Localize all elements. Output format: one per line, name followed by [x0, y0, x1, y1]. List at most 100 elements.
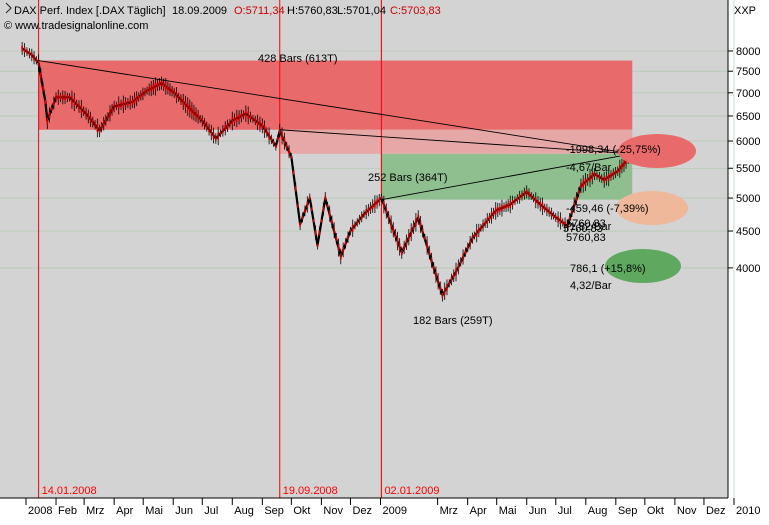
header-source: © www.tradesignalonline.com — [4, 20, 148, 32]
candle-body — [612, 171, 615, 177]
candle-body — [203, 121, 206, 127]
candle-body — [619, 165, 621, 173]
candle-body — [215, 136, 217, 141]
candle-body — [383, 200, 385, 209]
candle-body — [89, 116, 92, 123]
candle-body — [26, 49, 28, 54]
candle-body — [109, 110, 111, 117]
candle-body — [577, 190, 580, 195]
x-tick-label: Nov — [323, 505, 343, 517]
candle-body — [378, 197, 381, 203]
candle-body — [417, 214, 420, 221]
candle-body — [351, 224, 354, 232]
candle-body — [272, 141, 275, 145]
candle-body — [53, 100, 55, 106]
x-tick-label: Mrz — [440, 505, 458, 517]
candle-body — [496, 207, 499, 213]
candle-body — [212, 132, 215, 139]
candle-body — [236, 115, 238, 122]
candle-body — [405, 239, 408, 246]
x-tick-label: Feb — [58, 505, 77, 517]
candle-body — [100, 125, 103, 130]
candle-body — [607, 173, 610, 181]
candle-body — [266, 130, 268, 135]
y-tick-label: 6000 — [736, 136, 760, 148]
x-tick-label: Mrz — [86, 505, 104, 517]
candle-body — [552, 213, 555, 218]
candle-body — [400, 250, 403, 256]
candle-body — [459, 259, 462, 264]
candle-body — [120, 102, 122, 107]
trendline-3 — [381, 153, 633, 201]
candle-body — [318, 230, 321, 236]
candle-body — [107, 114, 109, 119]
badge-orange — [616, 191, 688, 225]
candle-body — [469, 240, 471, 246]
event-label-2: 19.09.2008 — [283, 485, 338, 497]
candle-body — [564, 221, 566, 227]
candle-body — [514, 199, 516, 203]
x-tick-label: Okt — [647, 505, 664, 517]
candle-body — [242, 113, 245, 117]
candle-body — [623, 160, 625, 167]
candle-body — [115, 104, 118, 108]
candle-body — [554, 215, 557, 220]
y-tick-label: 5500 — [736, 163, 760, 175]
event-label-3: 02.01.2009 — [384, 485, 439, 497]
x-tick-label: Jul — [558, 505, 572, 517]
candle-body — [600, 176, 603, 181]
x-tick-label: 2009 — [382, 505, 406, 517]
candle-body — [164, 83, 167, 90]
candle-body — [492, 211, 495, 216]
candle-body — [184, 100, 187, 108]
candle-body — [561, 220, 564, 225]
collapse-arrow-icon[interactable] — [5, 2, 12, 14]
candle-body — [450, 277, 453, 282]
candle-body — [396, 237, 399, 245]
candle-body — [277, 136, 279, 140]
candle-body — [189, 105, 191, 113]
candle-body — [566, 223, 569, 229]
candle-body — [160, 80, 163, 86]
candle-body — [448, 281, 451, 285]
candle-body — [33, 55, 35, 61]
candle-body — [156, 83, 159, 88]
candle-body — [605, 175, 608, 182]
header-open: O:5711,34 — [234, 5, 285, 17]
candle-body — [152, 84, 155, 91]
candle-body — [144, 90, 146, 94]
candle-body — [419, 220, 422, 228]
candle-body — [328, 210, 331, 217]
candle-body — [507, 202, 509, 208]
candle-body — [224, 125, 227, 132]
candle-body — [532, 196, 535, 200]
candle-body — [301, 215, 304, 220]
candle-body — [584, 178, 587, 186]
candle-body — [466, 245, 469, 250]
candle-body — [439, 285, 442, 291]
candle-body — [275, 144, 277, 148]
candle-body — [169, 87, 171, 93]
x-tick-label: Dez — [706, 505, 726, 517]
candle-body — [390, 220, 392, 228]
header-close: C:5703,83 — [390, 5, 441, 17]
candle-body — [326, 204, 329, 208]
candle-body — [426, 241, 428, 250]
trendline-2 — [279, 129, 633, 155]
candle-body — [534, 197, 537, 204]
candle-body — [488, 216, 491, 221]
candle-body — [219, 131, 222, 135]
candle-body — [229, 121, 231, 126]
candle-body — [171, 89, 173, 94]
candle-body — [158, 81, 161, 87]
candle-body — [437, 278, 439, 285]
candle-body — [162, 82, 165, 88]
candle-body — [222, 128, 224, 134]
candle-body — [304, 208, 306, 214]
candle-body — [28, 51, 31, 56]
x-tick-label: Apr — [470, 505, 487, 517]
x-axis: 2008 Feb Mrz Apr Mai Jun Jul Aug Sep Okt Nov Dez 200… — [0, 497, 760, 517]
candle-body — [117, 101, 120, 110]
candle-body — [46, 117, 49, 125]
x-tick-label: Aug — [588, 505, 608, 517]
